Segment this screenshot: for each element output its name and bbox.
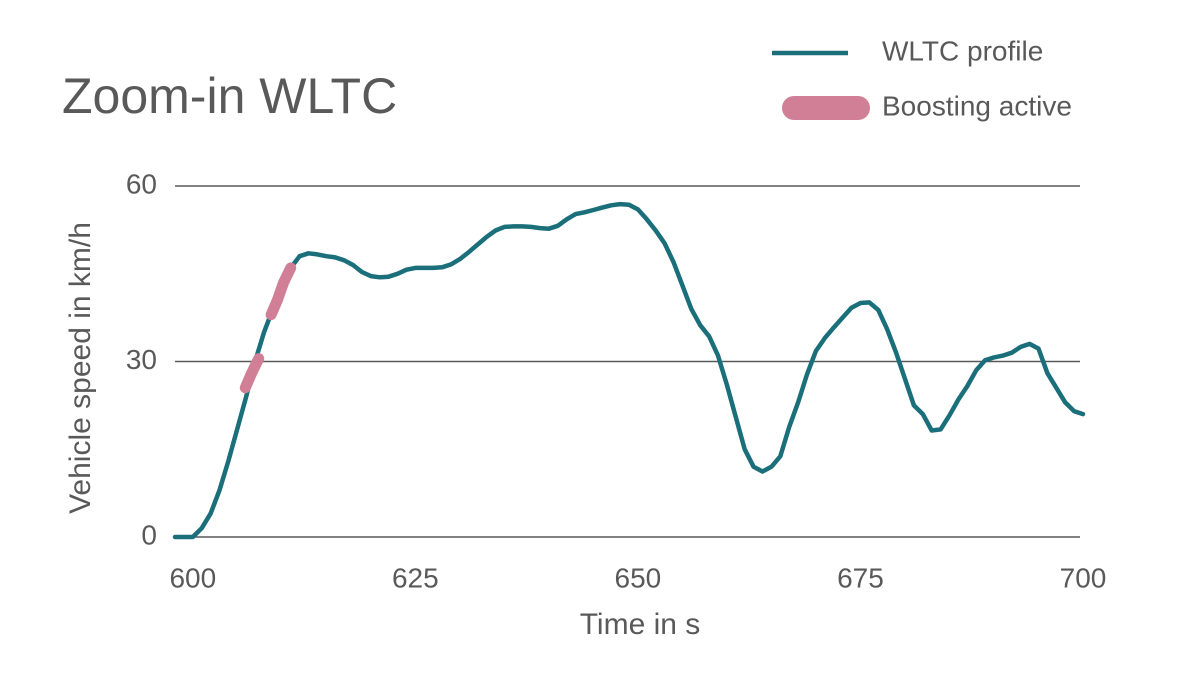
chart-title: Zoom-in WLTC [62, 68, 397, 124]
x-tick-label: 625 [392, 562, 439, 593]
y-tick-label: 0 [141, 519, 157, 550]
x-axis-label: Time in s [580, 608, 701, 641]
legend-label: Boosting active [882, 90, 1072, 121]
x-tick-label: 700 [1060, 562, 1107, 593]
y-tick-label: 30 [126, 344, 157, 375]
profile-line [172, 201, 1086, 540]
x-tick-label: 600 [169, 562, 216, 593]
y-tick-label: 60 [126, 168, 157, 199]
legend-label: WLTC profile [882, 35, 1043, 66]
x-tick-label: 650 [615, 562, 662, 593]
x-tick-label: 675 [837, 562, 884, 593]
y-axis-label: Vehicle speed in km/h [64, 222, 97, 514]
boost-line [239, 262, 297, 394]
